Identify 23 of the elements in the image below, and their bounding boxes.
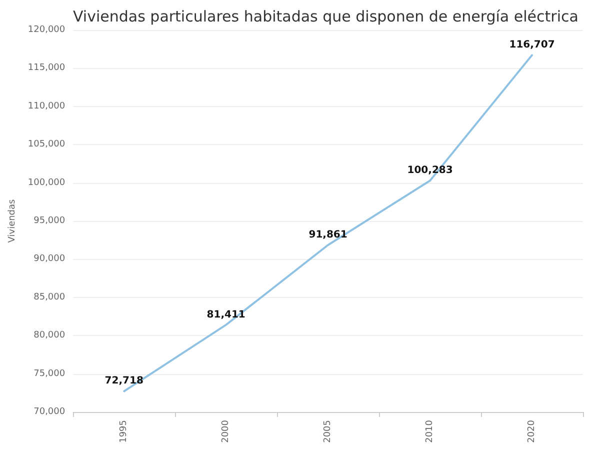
chart-title: Viviendas particulares habitadas que disponen de energía eléctrica [73,8,578,26]
x-tick-label: 2000 [221,420,232,443]
x-tick-label: 2010 [425,420,436,443]
y-tick-label: 115,000 [28,63,66,74]
y-tick-label: 105,000 [28,140,66,150]
y-tick-label: 85,000 [34,292,66,302]
data-label: 116,707 [509,40,555,51]
data-label: 72,718 [104,376,144,387]
y-tick-label: 80,000 [34,330,66,341]
y-tick-label: 100,000 [28,178,66,188]
data-label: 91,861 [308,229,348,240]
y-tick-label: 75,000 [34,368,66,379]
y-tick-label: 90,000 [34,254,66,264]
y-tick-label: 110,000 [28,101,66,112]
data-label: 81,411 [206,309,246,320]
y-tick-label: 120,000 [28,25,66,35]
x-tick-label: 2005 [323,420,334,443]
y-tick-label: 70,000 [34,407,66,417]
data-label: 100,283 [407,165,453,176]
y-tick-label: 95,000 [34,216,66,226]
x-tick-label: 1995 [119,420,130,443]
x-tick-label: 2020 [527,420,538,443]
y-axis-title: Viviendas [8,198,18,243]
